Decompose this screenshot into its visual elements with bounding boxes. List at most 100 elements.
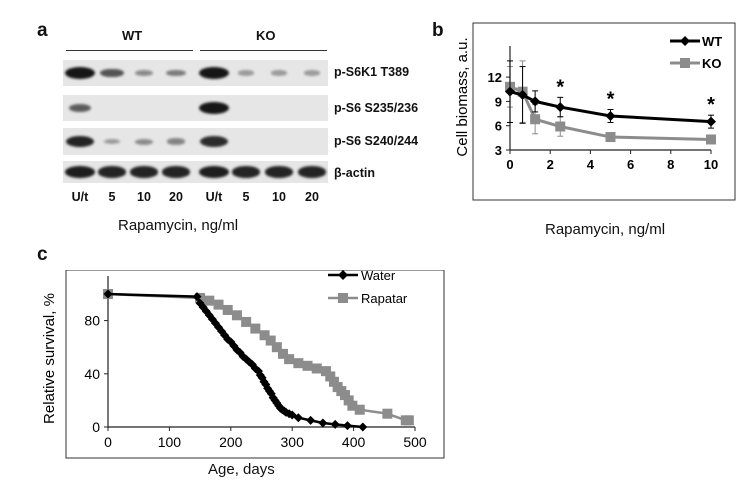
x-tick-label: 0 bbox=[506, 157, 513, 172]
group-label-wt: WT bbox=[122, 28, 143, 43]
legend-marker bbox=[338, 270, 348, 280]
x-tick-label: 6 bbox=[627, 157, 634, 172]
data-point-rapatar bbox=[250, 323, 261, 334]
series-line-rapatar bbox=[107, 292, 409, 422]
data-point-water bbox=[201, 306, 211, 316]
blot-band bbox=[65, 166, 95, 178]
x-tick-label: 400 bbox=[342, 434, 366, 450]
data-point-water bbox=[103, 289, 113, 299]
blot-band bbox=[68, 103, 92, 113]
blot-band bbox=[135, 138, 153, 145]
x-tick-label: 4 bbox=[587, 157, 595, 172]
blot-band bbox=[200, 136, 228, 147]
data-point-rapatar bbox=[343, 395, 354, 406]
y-tick-label: 9 bbox=[495, 94, 502, 109]
blot-band bbox=[166, 69, 186, 77]
y-tick-label: 12 bbox=[488, 70, 502, 85]
blot-band bbox=[237, 70, 255, 76]
blot-band bbox=[303, 70, 321, 76]
blot-strip bbox=[63, 128, 328, 155]
blot-strip bbox=[63, 95, 328, 121]
y-tick-label: 3 bbox=[495, 143, 502, 158]
y-tick-label: 80 bbox=[84, 313, 100, 329]
blot-label-actin: β-actin bbox=[334, 166, 375, 180]
group-line-wt bbox=[66, 50, 193, 51]
y-tick-label: 6 bbox=[495, 119, 502, 134]
data-point-ko bbox=[706, 134, 716, 145]
blot-band bbox=[97, 166, 127, 178]
x-tick-label: 200 bbox=[219, 434, 243, 450]
significance-star: * bbox=[607, 89, 615, 111]
data-point-rapatar bbox=[222, 304, 233, 315]
data-point-water bbox=[226, 337, 236, 347]
legend-label-water: Water bbox=[361, 270, 396, 283]
data-point-rapatar bbox=[277, 348, 288, 359]
data-point-water bbox=[238, 352, 248, 362]
x-tick-label: 0 bbox=[104, 434, 112, 450]
data-point-water bbox=[255, 370, 265, 380]
data-point-water bbox=[330, 419, 340, 429]
data-point-water bbox=[268, 393, 278, 403]
group-label-ko: KO bbox=[256, 28, 276, 43]
data-point-rapatar bbox=[340, 390, 351, 401]
data-point-water bbox=[306, 415, 316, 425]
data-point-ko bbox=[555, 121, 566, 132]
y-tick-label: 40 bbox=[84, 366, 100, 382]
blot-band bbox=[65, 67, 95, 79]
y-axis-label: Relative survival, % bbox=[41, 293, 58, 424]
x-tick-label: 10 bbox=[704, 157, 718, 172]
blot-strip bbox=[63, 161, 328, 183]
data-point-water bbox=[274, 401, 284, 411]
data-point-water bbox=[192, 292, 202, 302]
legend-marker bbox=[680, 58, 690, 68]
data-point-water bbox=[210, 318, 220, 328]
legend-label-wt: WT bbox=[702, 34, 722, 49]
data-point-rapatar bbox=[302, 360, 313, 371]
legend-marker bbox=[680, 36, 690, 46]
blot-band bbox=[103, 138, 121, 145]
data-point-wt bbox=[706, 116, 716, 127]
data-point-rapatar bbox=[382, 408, 393, 419]
data-point-wt bbox=[555, 102, 566, 113]
blot-band bbox=[199, 102, 229, 114]
data-point-rapatar bbox=[204, 295, 215, 306]
data-point-rapatar bbox=[325, 371, 336, 382]
data-point-rapatar bbox=[311, 363, 322, 374]
blot-band bbox=[166, 138, 186, 145]
data-point-ko bbox=[530, 114, 541, 125]
data-point-wt bbox=[530, 96, 541, 107]
legend-marker bbox=[338, 293, 348, 303]
panel-a-xlabel: Rapamycin, ng/ml bbox=[118, 217, 239, 234]
blot-band bbox=[129, 166, 159, 178]
data-point-rapatar bbox=[328, 376, 339, 387]
blot-band bbox=[231, 166, 261, 178]
blot-label-ps6k1: p-S6K1 T389 bbox=[334, 65, 410, 79]
data-point-rapatar bbox=[213, 299, 224, 310]
biomass-chart: 3 6 9 12 0 2 4 6 8 10 Cell biomass, a.u. * * * WT KO bbox=[454, 22, 736, 201]
blot-band bbox=[297, 166, 327, 178]
data-point-wt bbox=[605, 110, 616, 121]
y-tick-label: 0 bbox=[92, 419, 100, 435]
data-point-water bbox=[293, 413, 303, 423]
significance-star: * bbox=[556, 76, 564, 98]
data-point-water bbox=[257, 373, 267, 383]
lane-label: 5 bbox=[242, 190, 250, 204]
x-tick-label: 8 bbox=[667, 157, 674, 172]
data-point-water bbox=[342, 421, 352, 431]
data-point-water bbox=[253, 366, 263, 376]
data-point-rapatar bbox=[271, 342, 282, 353]
panel-a-letter: a bbox=[37, 20, 48, 41]
data-point-rapatar bbox=[347, 400, 358, 411]
legend-label-ko: KO bbox=[702, 56, 722, 71]
x-tick-label: 300 bbox=[281, 434, 305, 450]
data-point-wt bbox=[517, 89, 528, 100]
lane-label: 10 bbox=[137, 190, 151, 204]
x-tick-label: 100 bbox=[158, 434, 182, 450]
x-tick-label: 2 bbox=[547, 157, 554, 172]
lane-label: 20 bbox=[305, 190, 319, 204]
data-point-rapatar bbox=[259, 330, 270, 341]
blot-label-ps6-235: p-S6 S235/236 bbox=[334, 101, 419, 115]
lane-label: U/t bbox=[71, 190, 89, 204]
data-point-rapatar bbox=[231, 310, 242, 321]
data-point-wt bbox=[505, 86, 515, 97]
